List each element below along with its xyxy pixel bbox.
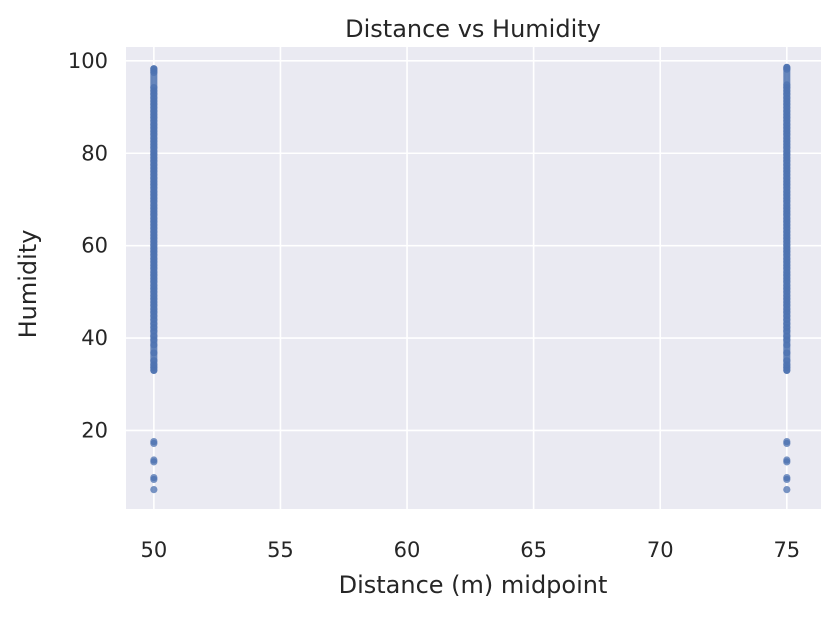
chart-title: Distance vs Humidity <box>345 15 601 43</box>
scatter-point <box>783 473 791 482</box>
x-tick-labels: 50 55 60 65 70 75 <box>140 538 800 562</box>
data-points <box>150 63 791 494</box>
x-tick-label: 60 <box>394 538 421 562</box>
y-tick-label: 20 <box>81 418 108 442</box>
scatter-point <box>783 437 791 446</box>
y-tick-label: 80 <box>81 141 108 165</box>
x-tick-label: 50 <box>140 538 167 562</box>
scatter-point <box>150 485 158 494</box>
scatter-point <box>150 456 158 464</box>
scatter-point <box>150 437 158 446</box>
x-tick-label: 70 <box>647 538 674 562</box>
x-tick-label: 55 <box>267 538 294 562</box>
x-tick-label: 75 <box>773 538 800 562</box>
scatter-point <box>150 473 158 482</box>
y-tick-label: 60 <box>81 234 108 258</box>
y-tick-label: 100 <box>68 49 108 73</box>
horizontal-gridlines <box>126 60 821 432</box>
y-tick-label: 40 <box>81 326 108 350</box>
plot-area <box>126 47 821 509</box>
scatter-point <box>783 456 791 464</box>
scatter-point <box>783 485 791 494</box>
y-axis-label: Humidity <box>14 230 42 339</box>
x-tick-label: 65 <box>520 538 547 562</box>
x-axis-label: Distance (m) midpoint <box>339 571 608 599</box>
y-tick-labels: 20 40 60 80 100 <box>68 49 108 443</box>
